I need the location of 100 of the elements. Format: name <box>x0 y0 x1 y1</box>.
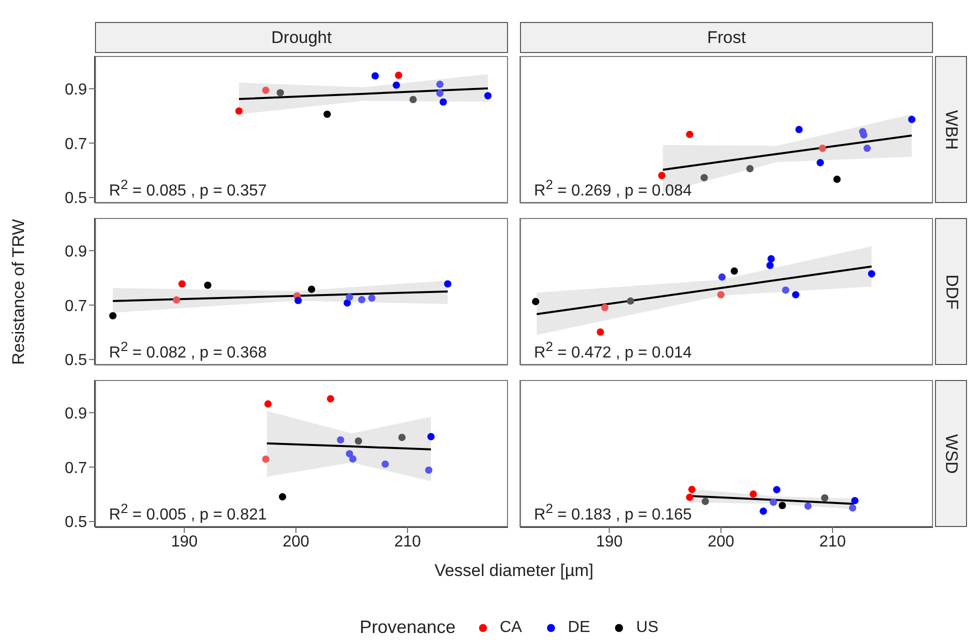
point <box>816 159 824 166</box>
point <box>766 262 774 270</box>
point <box>686 130 694 138</box>
x-tick-label: 200 <box>708 533 734 550</box>
point <box>264 400 272 408</box>
point <box>908 116 916 124</box>
point <box>795 126 803 134</box>
chart-title: Frost <box>520 22 933 53</box>
point <box>750 490 757 498</box>
point <box>436 80 444 88</box>
y-tick-label: 0.5 <box>64 190 88 208</box>
y-axis-title: Resistance of TRW <box>9 218 29 364</box>
point <box>626 297 634 305</box>
point <box>294 296 302 304</box>
point <box>658 172 666 180</box>
x-axis-title: Vessel diameter [µm] <box>433 561 595 581</box>
annotation: R$^{2}$ = 0.082 , p = 0.368 <box>109 339 267 362</box>
point <box>818 144 826 152</box>
point <box>718 273 726 281</box>
legend-label: DE <box>568 618 590 636</box>
point <box>601 304 608 312</box>
y-tick-label: 0.5 <box>64 514 88 532</box>
point <box>773 486 780 494</box>
point <box>427 432 435 440</box>
point <box>863 144 871 152</box>
point <box>848 504 856 512</box>
point <box>532 298 540 306</box>
point <box>484 92 492 100</box>
legend-label: CA <box>500 618 522 636</box>
point <box>392 81 400 89</box>
annotation: R$^{2}$ = 0.005 , p = 0.821 <box>109 501 267 524</box>
y-tick-label: 0.7 <box>64 298 88 315</box>
point <box>760 508 767 515</box>
point <box>730 267 738 275</box>
point <box>596 328 604 336</box>
point <box>346 294 354 301</box>
point <box>358 296 366 304</box>
point <box>778 502 786 510</box>
point <box>860 131 868 139</box>
point <box>172 296 180 304</box>
annotation: R$^{2}$ = 0.183 , p = 0.165 <box>534 501 692 524</box>
point <box>409 96 417 104</box>
point <box>688 486 696 494</box>
point <box>686 494 694 501</box>
point <box>344 299 351 307</box>
x-tick-label: 190 <box>596 533 623 550</box>
point <box>178 280 186 288</box>
x-tick-label: 210 <box>394 533 421 550</box>
point <box>278 493 286 500</box>
y-tick-label: 0.7 <box>64 460 88 477</box>
point <box>804 502 812 510</box>
point <box>821 494 828 502</box>
point <box>349 455 356 463</box>
point <box>262 86 270 94</box>
y-tick-label: 0.7 <box>64 136 88 153</box>
point <box>398 434 406 442</box>
y2-axis-title: DDF <box>941 274 962 309</box>
y2-axis-title: WSD <box>941 434 962 474</box>
point <box>324 110 331 118</box>
x-tick-label: 200 <box>282 533 310 550</box>
point <box>436 90 444 97</box>
chart-title: Drought <box>95 22 508 53</box>
point <box>368 294 376 302</box>
annotation: R$^{2}$ = 0.085 , p = 0.357 <box>109 177 267 200</box>
point <box>109 312 117 320</box>
point <box>833 176 841 183</box>
point <box>782 286 790 294</box>
point <box>354 437 362 445</box>
point <box>326 395 334 402</box>
point <box>394 72 402 79</box>
x-tick-label: 190 <box>170 533 198 550</box>
point <box>308 286 316 293</box>
point <box>204 282 212 289</box>
y-tick-label: 0.9 <box>64 405 88 422</box>
point <box>336 436 344 444</box>
y2-axis-title: WBH <box>941 110 962 150</box>
annotation: R$^{2}$ = 0.269 , p = 0.084 <box>534 177 692 200</box>
annotation: R$^{2}$ = 0.472 , p = 0.014 <box>534 339 692 362</box>
point <box>444 280 452 288</box>
point <box>767 255 775 262</box>
point <box>770 498 778 506</box>
point <box>851 496 859 504</box>
y-tick-label: 0.5 <box>64 352 88 370</box>
point <box>792 291 800 298</box>
y-tick-label: 0.9 <box>64 81 88 98</box>
point <box>717 291 725 298</box>
point <box>382 460 389 468</box>
x-tick-label: 210 <box>819 533 846 550</box>
point <box>276 89 284 96</box>
point <box>262 456 270 463</box>
legend-title: Provenance <box>360 617 456 638</box>
point <box>868 270 876 278</box>
point <box>746 165 754 172</box>
point <box>700 174 708 182</box>
point <box>702 498 709 506</box>
point <box>235 107 243 115</box>
point <box>440 98 447 106</box>
y-tick-label: 0.9 <box>64 243 88 260</box>
point <box>346 450 354 458</box>
point <box>425 466 432 474</box>
